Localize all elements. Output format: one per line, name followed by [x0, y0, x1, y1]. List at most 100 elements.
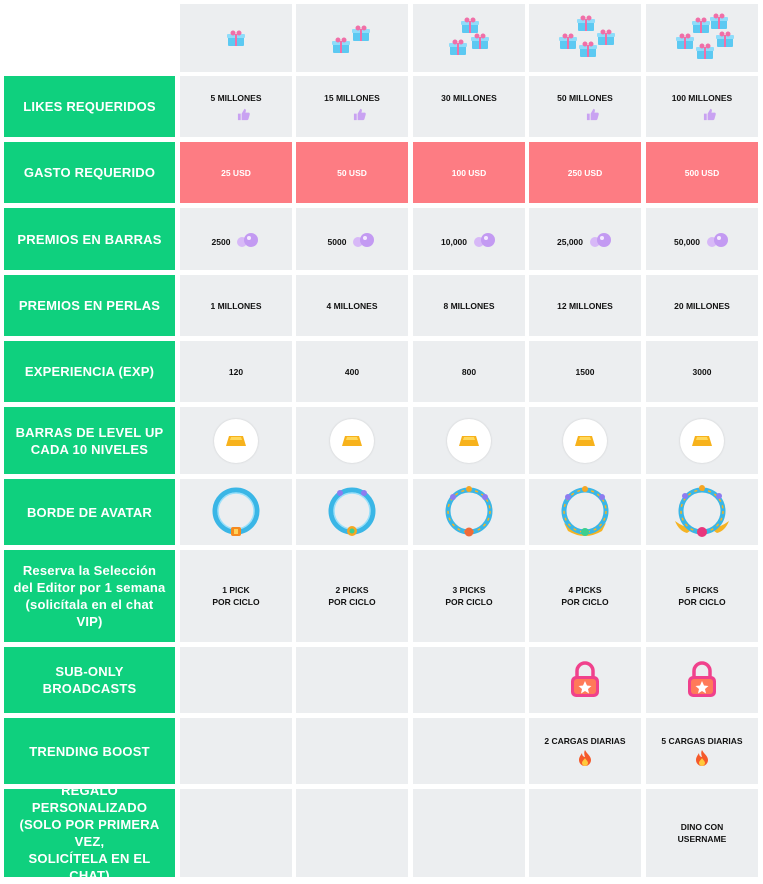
gold-bar-icon: [330, 418, 374, 463]
spend-value: 25 USD: [221, 167, 251, 178]
exp-value: 120: [228, 366, 244, 377]
border-cell: [413, 479, 525, 545]
bars-value: 10,000: [441, 237, 467, 247]
gift-box-icon: [595, 28, 617, 46]
thumbs-up-icon: [353, 108, 366, 121]
header-tier-4: [529, 4, 641, 72]
row-label-bars: PREMIOS EN BARRAS: [4, 208, 175, 270]
bars-value: 2500: [211, 237, 231, 247]
spend-value: 100 USD: [451, 167, 487, 178]
trending-value: 5 CARGAS DIARIAS: [661, 736, 743, 746]
header-empty-cell: [4, 4, 175, 72]
pearls-cell: 8 MILLONES: [413, 275, 525, 336]
gift-box-icon: [196, 8, 276, 68]
spend-cell: 250 USD: [529, 142, 641, 203]
likes-cell: 5 MILLONES: [180, 76, 292, 137]
bars-cell: 50,000: [646, 208, 758, 270]
spend-cell: 50 USD: [296, 142, 408, 203]
gift-box-icon: [312, 8, 392, 68]
gift-box-icon: [708, 12, 730, 30]
subonly-cell: [180, 647, 292, 713]
trending-cell: [413, 718, 525, 784]
pearls-value: 4 MILLONES: [326, 300, 378, 311]
subonly-cell: [529, 647, 641, 713]
editor-value-line: POR CICLO: [445, 597, 493, 607]
purple-bubble-icon: [353, 233, 375, 247]
row-label-pearls: PREMIOS EN PERLAS: [4, 275, 175, 336]
row-label-line: SOLICÍTELA EN EL CHAT): [28, 851, 151, 883]
gift-value-line: USERNAME: [677, 834, 727, 844]
levelup-cell: [529, 407, 641, 474]
gift-box-icon: [429, 8, 509, 68]
purple-bubble-icon: [474, 233, 495, 247]
row-label-border: BORDE DE AVATAR: [4, 479, 175, 545]
gift-box-icon: [714, 30, 736, 48]
gold-bar-icon: [680, 418, 724, 463]
row-label-subonly: SUB-ONLY BROADCASTS: [4, 647, 175, 713]
editor-value-line: POR CICLO: [328, 597, 376, 607]
exp-cell: 400: [296, 341, 408, 402]
pearls-cell: 12 MILLONES: [529, 275, 641, 336]
row-label-trending: TRENDING BOOST: [4, 718, 175, 784]
levelup-cell: [646, 407, 758, 474]
gift-box-icon: [575, 14, 597, 32]
exp-cell: 800: [413, 341, 525, 402]
bars-cell: 10,000: [413, 208, 525, 270]
exp-value: 400: [344, 366, 360, 377]
likes-cell: 100 MILLONES: [646, 76, 758, 137]
thumbs-up-icon: [703, 108, 716, 121]
row-label-gift: REGALO PERSONALIZADO (SOLO POR PRIMERA V…: [4, 783, 175, 883]
likes-value: 5 MILLONES: [210, 93, 262, 103]
editor-value-line: 3 PICKS: [452, 585, 486, 595]
row-label-levelup: BARRAS DE LEVEL UP CADA 10 NIVELES: [4, 407, 175, 474]
exp-value: 1500: [575, 366, 595, 377]
pearls-cell: 20 MILLONES: [646, 275, 758, 336]
bars-value: 5000: [327, 237, 347, 247]
row-label-text: GASTO REQUERIDO: [23, 165, 156, 180]
border-cell: [529, 479, 641, 545]
thumbs-up-icon: [586, 108, 599, 121]
gift-box-icon: [330, 36, 352, 54]
row-label-line: del Editor por 1 semana: [13, 580, 166, 595]
gift-cell: DINO CON USERNAME: [646, 789, 758, 877]
gift-box-icon: [225, 29, 247, 47]
editor-value-line: POR CICLO: [678, 597, 726, 607]
trending-cell: [296, 718, 408, 784]
likes-value: 15 MILLONES: [324, 93, 380, 103]
gift-box-icon: [662, 8, 742, 68]
row-label-line: REGALO PERSONALIZADO: [31, 783, 148, 815]
gift-cell: [180, 789, 292, 877]
border-cell: [296, 479, 408, 545]
subonly-cell: [646, 647, 758, 713]
border-cell: [180, 479, 292, 545]
levelup-cell: [413, 407, 525, 474]
row-label-text: PREMIOS EN PERLAS: [18, 298, 161, 313]
purple-bubble-icon: [237, 233, 259, 247]
spend-cell: 25 USD: [180, 142, 292, 203]
gift-value-line: DINO CON: [680, 822, 724, 832]
row-label-text: BORDE DE AVATAR: [26, 504, 153, 520]
gift-cell: [529, 789, 641, 877]
gift-box-icon: [557, 32, 579, 50]
bars-value: 50,000: [674, 237, 700, 247]
levelup-cell: [296, 407, 408, 474]
avatar-frame-ring-icon: [561, 486, 609, 536]
subonly-cell: [413, 647, 525, 713]
editor-value-line: POR CICLO: [212, 597, 260, 607]
gold-bar-icon: [447, 418, 491, 463]
row-label-line: (SOLO POR PRIMERA VEZ,: [19, 817, 160, 849]
row-label-exp: EXPERIENCIA (EXP): [4, 341, 175, 402]
header-tier-1: [180, 4, 292, 72]
levelup-cell: [180, 407, 292, 474]
editor-value-line: 1 PICK: [222, 585, 250, 595]
bars-cell: 5000: [296, 208, 408, 270]
gift-box-icon: [674, 32, 696, 50]
pearls-cell: 1 MILLONES: [180, 275, 292, 336]
row-label-editor: Reserva la Selección del Editor por 1 se…: [4, 550, 175, 642]
fire-icon: [579, 750, 591, 766]
editor-cell: 2 PICKS POR CICLO: [296, 550, 408, 642]
row-label-text: TRENDING BOOST: [29, 743, 150, 759]
gift-box-icon: [447, 38, 469, 56]
trending-cell: 5 CARGAS DIARIAS: [646, 718, 758, 784]
